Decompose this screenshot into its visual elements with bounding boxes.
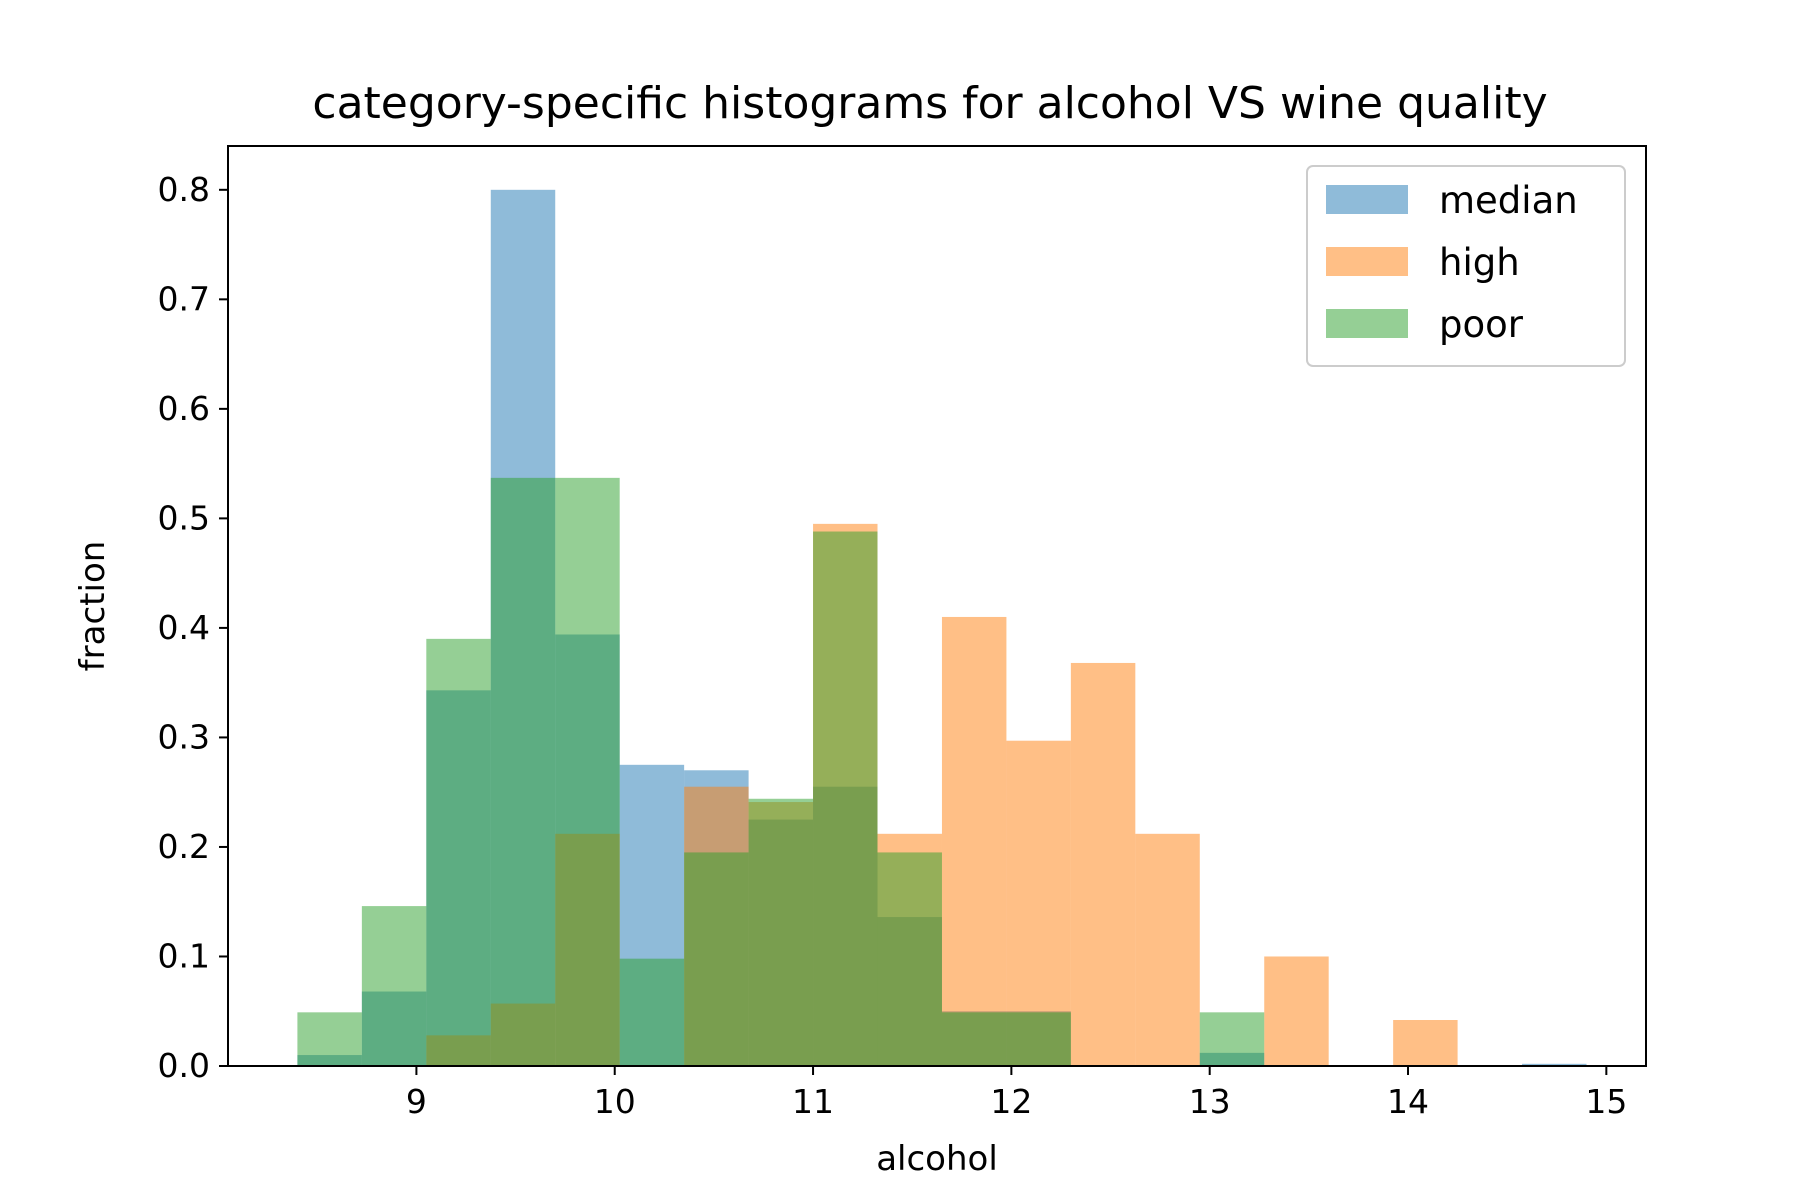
- x-tick-label: 14: [1387, 1082, 1429, 1121]
- bar-poor-6: [684, 852, 749, 1066]
- legend-label-poor: poor: [1439, 303, 1524, 346]
- bar-poor-8: [813, 531, 878, 1066]
- y-tick-label: 0.3: [158, 717, 210, 756]
- x-axis: 9 10 11 12 13 14 15: [406, 1066, 1627, 1121]
- bar-poor-7: [748, 798, 814, 1066]
- bar-high-13: [1135, 833, 1200, 1066]
- legend-swatch-poor: [1326, 309, 1408, 338]
- y-tick-label: 0.4: [158, 608, 210, 647]
- x-axis-label: alcohol: [876, 1139, 998, 1179]
- bar-high-11: [1006, 740, 1071, 1066]
- y-tick-label: 0.1: [158, 936, 210, 975]
- bar-high-12: [1070, 662, 1136, 1066]
- y-axis: 0.0 0.1 0.2 0.3 0.4 0.5 0.6 0.7 0.8: [158, 170, 228, 1085]
- y-tick-label: 0.2: [158, 827, 210, 866]
- bar-poor-2: [426, 638, 491, 1066]
- chart-title: category-specific histograms for alcohol…: [312, 78, 1547, 129]
- x-tick-label: 13: [1189, 1082, 1231, 1121]
- x-tick-label: 12: [990, 1082, 1032, 1121]
- bars-layer: [297, 189, 1587, 1067]
- legend-label-median: median: [1439, 179, 1578, 222]
- y-tick-label: 0.0: [158, 1046, 210, 1085]
- x-tick-label: 15: [1585, 1082, 1627, 1121]
- bar-median-19: [1522, 1063, 1587, 1066]
- y-tick-label: 0.5: [158, 498, 210, 537]
- x-tick-label: 11: [792, 1082, 834, 1121]
- bar-poor-3: [490, 477, 556, 1066]
- y-tick-label: 0.7: [158, 279, 210, 318]
- x-tick-label: 10: [594, 1082, 636, 1121]
- bar-poor-9: [877, 852, 942, 1066]
- legend-swatch-high: [1326, 247, 1408, 276]
- bar-poor-1: [361, 906, 427, 1066]
- legend-swatch-median: [1326, 185, 1408, 214]
- bar-poor-0: [297, 1012, 362, 1066]
- bar-high-15: [1264, 956, 1329, 1066]
- plot-frame: [227, 145, 1647, 1067]
- bar-poor-11: [1006, 1012, 1071, 1066]
- legend-label-high: high: [1439, 241, 1520, 284]
- bar-poor-4: [555, 477, 620, 1066]
- bar-high-10: [941, 616, 1007, 1066]
- bar-high-17: [1393, 1020, 1458, 1066]
- y-tick-label: 0.8: [158, 170, 210, 209]
- x-tick-label: 9: [406, 1082, 427, 1121]
- y-tick-label: 0.6: [158, 389, 210, 428]
- legend: median high poor: [1306, 165, 1626, 367]
- bar-poor-5: [619, 958, 685, 1066]
- bar-poor-10: [941, 1012, 1007, 1066]
- y-axis-label: fraction: [73, 541, 113, 672]
- bar-poor-14: [1199, 1012, 1265, 1066]
